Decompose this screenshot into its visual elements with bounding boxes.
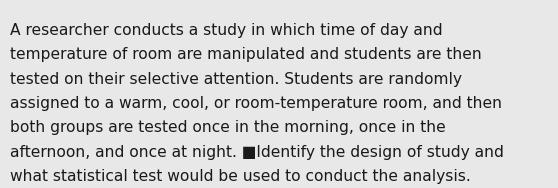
Text: temperature of room are manipulated and students are then: temperature of room are manipulated and … bbox=[10, 47, 482, 62]
Text: tested on their selective attention. Students are randomly: tested on their selective attention. Stu… bbox=[10, 72, 462, 87]
Text: A researcher conducts a study in which time of day and: A researcher conducts a study in which t… bbox=[10, 23, 442, 38]
Text: afternoon, and once at night. ■Identify the design of study and: afternoon, and once at night. ■Identify … bbox=[10, 145, 504, 160]
Text: assigned to a warm, cool, or room-temperature room, and then: assigned to a warm, cool, or room-temper… bbox=[10, 96, 502, 111]
Text: what statistical test would be used to conduct the analysis.: what statistical test would be used to c… bbox=[10, 169, 471, 184]
Text: both groups are tested once in the morning, once in the: both groups are tested once in the morni… bbox=[10, 121, 446, 135]
